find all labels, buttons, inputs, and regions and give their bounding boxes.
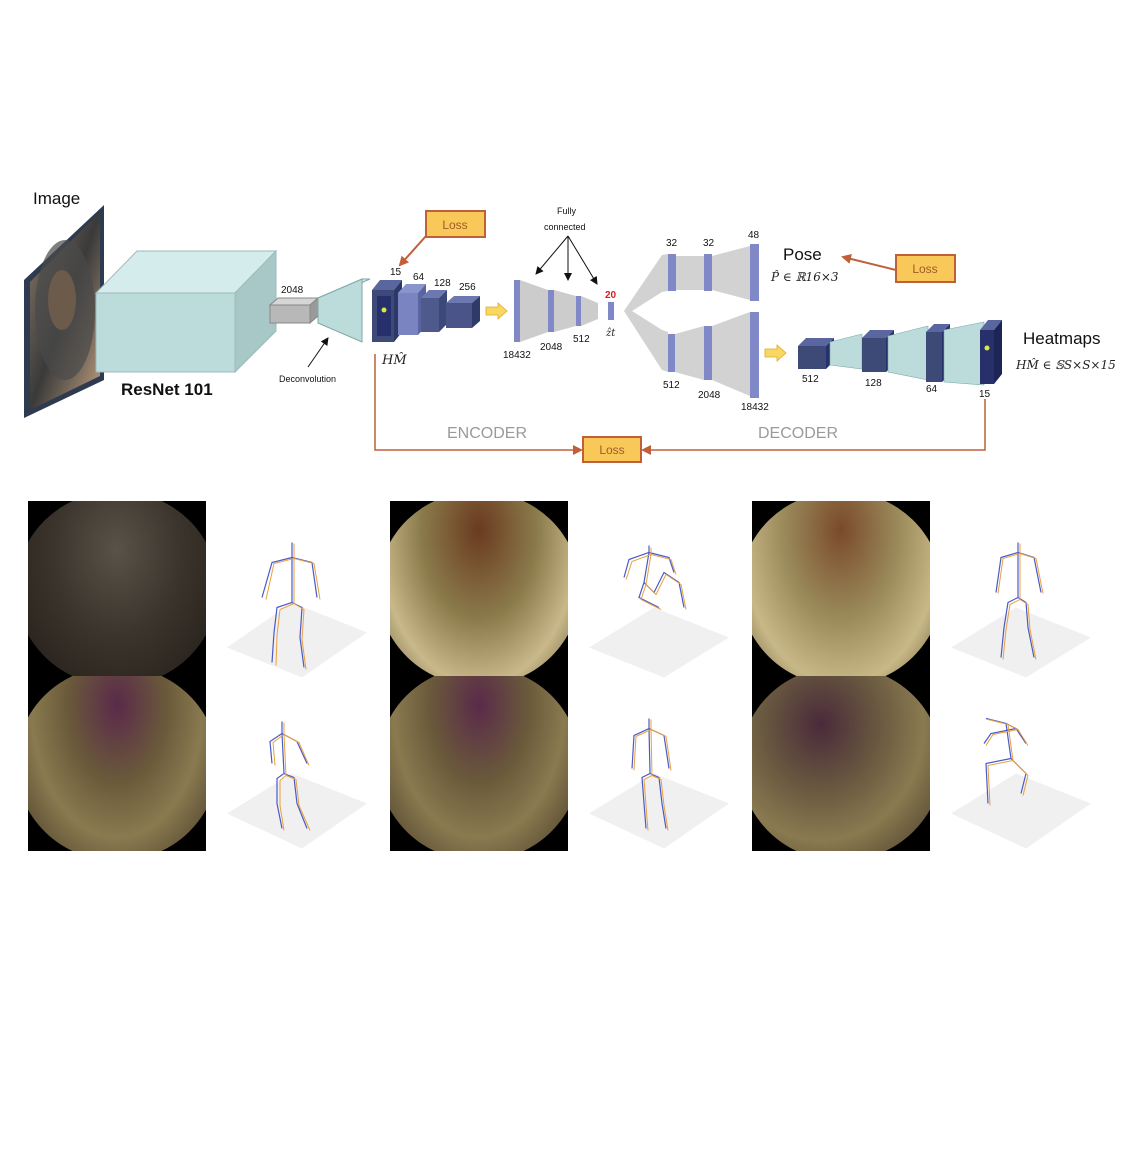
enc-block-128 bbox=[421, 290, 447, 332]
loss-lines-reconstruction bbox=[374, 354, 986, 455]
input-image bbox=[24, 205, 104, 418]
pose-math: P̂ ∈ ℝ16×3 bbox=[770, 269, 839, 284]
dim-hm-channels: 15 bbox=[390, 267, 402, 278]
dim-fc3: 512 bbox=[573, 334, 590, 345]
example-image-4 bbox=[390, 676, 568, 851]
hm-label: HM̂ bbox=[381, 352, 407, 368]
dim-pose3: 48 bbox=[748, 230, 760, 241]
resnet-block bbox=[94, 249, 278, 374]
deconv-arrow bbox=[307, 337, 329, 368]
dim-hmdec1: 512 bbox=[663, 380, 680, 391]
svg-text:Loss: Loss bbox=[599, 443, 624, 457]
dim-fc2: 2048 bbox=[540, 342, 563, 353]
dim-pose2: 32 bbox=[703, 238, 715, 249]
z-label: ẑt bbox=[605, 328, 616, 339]
heatmaps-math: HM̂ ∈ 𝕊S×S×15 bbox=[1015, 357, 1116, 372]
dim-dec3: 64 bbox=[926, 384, 938, 395]
example-image-1 bbox=[28, 501, 206, 676]
skeleton-1 bbox=[227, 542, 367, 678]
skeleton-5 bbox=[951, 542, 1091, 678]
example-image-5 bbox=[752, 501, 930, 676]
example-image-2 bbox=[28, 676, 206, 851]
skeleton-4 bbox=[589, 718, 729, 849]
dim-pose1: 32 bbox=[666, 238, 678, 249]
dim-enc2: 128 bbox=[434, 278, 451, 289]
loss-arrow-heatmap bbox=[398, 235, 427, 267]
dim-dec4: 15 bbox=[979, 389, 991, 400]
dim-resnet-out: 2048 bbox=[281, 285, 304, 296]
skeleton-3 bbox=[589, 545, 729, 678]
dec-blocks bbox=[798, 320, 1002, 386]
pose-label: Pose bbox=[783, 245, 822, 264]
pose-decoder bbox=[662, 244, 759, 301]
dim-hmdec2: 2048 bbox=[698, 390, 721, 401]
encoder-label: ENCODER bbox=[447, 425, 527, 442]
dim-enc1: 64 bbox=[413, 272, 425, 283]
heatmap-block bbox=[372, 280, 402, 342]
dim-latent: 20 bbox=[605, 290, 617, 301]
example-image-6 bbox=[752, 676, 930, 851]
loss-box-heatmap: Loss bbox=[425, 210, 486, 238]
heatmaps-label: Heatmaps bbox=[1023, 329, 1100, 348]
resnet-label: ResNet 101 bbox=[121, 380, 213, 399]
latent-split bbox=[624, 255, 662, 370]
dim-enc3: 256 bbox=[459, 282, 476, 293]
fc-label-line1: Fully bbox=[557, 206, 577, 216]
resnet-output-block bbox=[268, 296, 320, 325]
skeleton-6 bbox=[951, 717, 1091, 849]
heatmap-fc-decoder bbox=[662, 312, 759, 398]
flow-arrow-decoder bbox=[764, 344, 787, 362]
dim-dec1: 512 bbox=[802, 374, 819, 385]
deconv-label: Deconvolution bbox=[279, 374, 336, 384]
dim-fc1: 18432 bbox=[503, 350, 531, 361]
deconv-block bbox=[317, 278, 371, 343]
image-title: Image bbox=[33, 189, 80, 208]
loss-box-pose: Loss bbox=[895, 254, 956, 283]
flow-arrow-encoder bbox=[485, 302, 508, 320]
encoder-fc bbox=[514, 280, 614, 342]
example-image-3 bbox=[390, 501, 568, 676]
loss-arrow-pose bbox=[841, 254, 897, 271]
svg-text:Loss: Loss bbox=[442, 218, 467, 232]
dim-dec2: 128 bbox=[865, 378, 882, 389]
svg-text:Loss: Loss bbox=[912, 262, 937, 276]
loss-box-reconstruction: Loss bbox=[582, 436, 642, 463]
skeleton-2 bbox=[227, 721, 367, 849]
fc-arrows bbox=[535, 235, 598, 285]
dim-hmdec3: 18432 bbox=[741, 402, 769, 413]
decoder-label: DECODER bbox=[758, 425, 838, 442]
enc-block-256 bbox=[446, 296, 480, 328]
fc-label-line2: connected bbox=[544, 222, 586, 232]
